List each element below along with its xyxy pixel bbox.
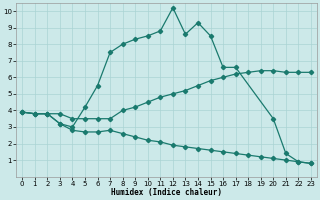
X-axis label: Humidex (Indice chaleur): Humidex (Indice chaleur)	[111, 188, 222, 197]
